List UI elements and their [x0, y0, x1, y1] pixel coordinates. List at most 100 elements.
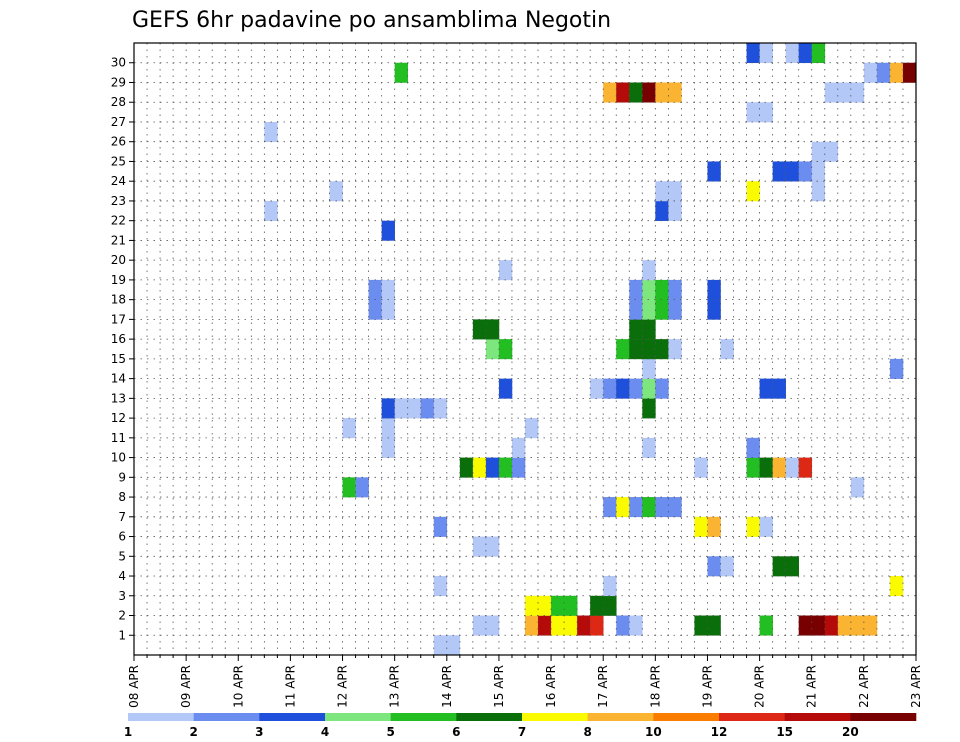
heatmap-cell: [525, 595, 539, 616]
heatmap-cell: [902, 62, 917, 83]
heatmap-cell: [538, 595, 552, 616]
colorbar-swatch: [850, 713, 917, 721]
heatmap-cell: [616, 378, 630, 399]
heatmap-cell: [798, 161, 813, 182]
heatmap-cell: [264, 200, 278, 221]
heatmap-cell: [772, 378, 786, 399]
heatmap-cell: [694, 516, 708, 537]
heatmap-cell: [668, 200, 682, 221]
chart-title: GEFS 6hr padavine po ansamblima Negotin: [132, 8, 611, 33]
colorbar-swatch: [128, 713, 194, 721]
heatmap-cell: [472, 615, 487, 636]
y-tick-label: 25: [111, 154, 126, 168]
y-tick-label: 2: [118, 609, 126, 623]
heatmap-cell: [381, 299, 395, 320]
heatmap-cell: [798, 457, 813, 478]
heatmap-cell: [811, 161, 826, 182]
x-tick-label: 12 APR: [336, 665, 350, 708]
heatmap-cell: [629, 279, 643, 300]
x-tick-label: 17 APR: [596, 665, 610, 708]
y-tick-label: 20: [111, 253, 126, 267]
heatmap-cell: [525, 615, 539, 636]
heatmap-cell: [655, 339, 669, 360]
heatmap-cell: [759, 615, 773, 636]
x-tick-label: 20 APR: [753, 665, 767, 708]
heatmap-cell: [538, 615, 552, 636]
heatmap-cell: [811, 43, 826, 64]
heatmap-cell: [850, 615, 865, 636]
colorbar-swatch: [719, 713, 785, 721]
heatmap-cell: [603, 82, 617, 103]
heatmap-cell: [642, 299, 656, 320]
colorbar-label: 8: [583, 725, 591, 739]
heatmap-cell: [485, 319, 500, 340]
heatmap-cell: [564, 615, 578, 636]
heatmap-cell: [511, 437, 526, 458]
heatmap-cell: [603, 497, 617, 518]
heatmap-cell: [368, 299, 382, 320]
heatmap-cell: [837, 82, 852, 103]
heatmap-cell: [720, 339, 734, 360]
heatmap-cell: [485, 339, 500, 360]
heatmap-cell: [785, 457, 799, 478]
heatmap-cell: [785, 161, 799, 182]
heatmap-cell: [707, 556, 721, 577]
heatmap-cell: [394, 398, 408, 419]
heatmap-cell: [707, 279, 721, 300]
y-tick-label: 14: [111, 372, 126, 386]
heatmap-cell: [564, 595, 578, 616]
colorbar-swatch: [325, 713, 391, 721]
heatmap-cell: [889, 62, 904, 83]
heatmap-cell: [772, 556, 786, 577]
heatmap-cell: [668, 497, 682, 518]
heatmap-cell: [629, 615, 643, 636]
heatmap-cell: [668, 82, 682, 103]
heatmap-cell: [616, 615, 630, 636]
heatmap-cell: [772, 457, 786, 478]
x-axis: 08 APR 09 APR 10 APR 11 APR 12 APR 13 APR 14 A…: [127, 655, 923, 708]
x-tick-label: 14 APR: [440, 665, 454, 708]
y-tick-label: 18: [111, 293, 126, 307]
y-tick-label: 28: [111, 95, 126, 109]
y-tick-label: 10: [111, 451, 126, 465]
y-tick-label: 13: [111, 391, 126, 405]
heatmap-cell: [433, 398, 448, 419]
x-tick-label: 23 APR: [909, 665, 923, 708]
colorbar-label: 4: [321, 725, 329, 739]
heatmap-cell: [394, 62, 408, 83]
heatmap-cell: [655, 497, 669, 518]
heatmap-cell: [655, 378, 669, 399]
heatmap-cell: [824, 615, 839, 636]
heatmap-cell: [629, 378, 643, 399]
heatmap-cell: [720, 556, 734, 577]
heatmap-cell: [381, 437, 395, 458]
colorbar-swatch: [587, 713, 654, 721]
heatmap-cell: [642, 279, 656, 300]
y-axis: 1234567891011121314151617181920212223242…: [111, 56, 134, 642]
heatmap-cell: [746, 102, 760, 123]
heatmap-cell: [811, 181, 826, 202]
heatmap-cell: [629, 339, 643, 360]
colorbar-label: 2: [189, 725, 197, 739]
x-tick-label: 19 APR: [700, 665, 714, 708]
heatmap-cell: [590, 615, 604, 636]
heatmap-cell: [603, 378, 617, 399]
colorbar-label: 6: [452, 725, 460, 739]
heatmap-cell: [668, 339, 682, 360]
heatmap-cell: [746, 181, 760, 202]
heatmap-cell: [824, 82, 839, 103]
heatmap-cell: [551, 595, 565, 616]
y-tick-label: 9: [118, 470, 126, 484]
y-tick-label: 29: [111, 75, 126, 89]
colorbar-swatch: [390, 713, 457, 721]
colorbar-label: 1: [124, 725, 132, 739]
colorbar-label: 20: [842, 725, 859, 739]
heatmap-cell: [264, 121, 278, 143]
heatmap-cell: [420, 398, 435, 419]
heatmap-cell: [642, 398, 656, 419]
heatmap-cell: [381, 220, 395, 241]
heatmap-cell: [655, 181, 669, 202]
heatmap-cell: [642, 82, 656, 103]
heatmap-cell: [746, 516, 760, 537]
